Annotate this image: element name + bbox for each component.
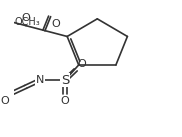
Text: O: O (1, 96, 9, 106)
Text: O: O (77, 58, 86, 68)
Text: O: O (22, 13, 30, 23)
Text: OCH₃: OCH₃ (14, 17, 40, 27)
Text: O: O (61, 96, 69, 106)
Text: N: N (36, 75, 44, 85)
Text: O: O (52, 19, 60, 29)
Text: S: S (61, 74, 69, 87)
